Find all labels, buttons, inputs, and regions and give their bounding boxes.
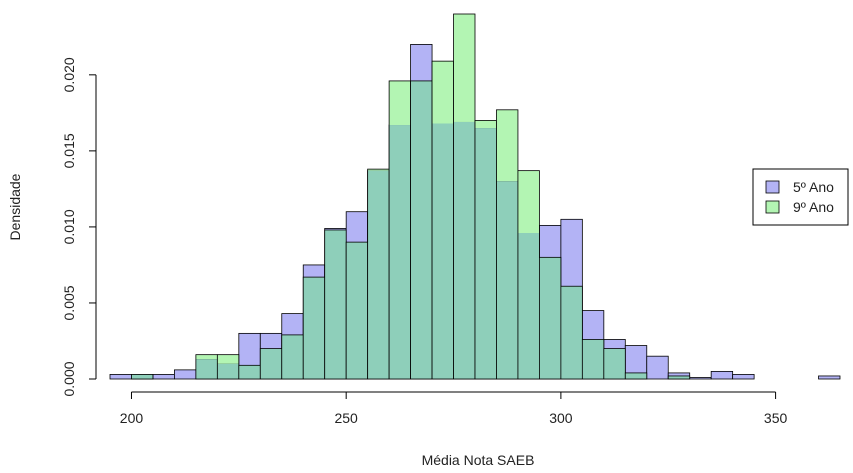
bar-5-ano	[710, 370, 734, 380]
bar-overlap	[668, 375, 690, 379]
bar-overlap	[389, 125, 411, 379]
legend-swatch-9-ano	[765, 200, 780, 214]
bar-9-ano	[389, 80, 411, 126]
x-axis-label: Média Nota SAEB	[422, 452, 535, 468]
bar-5-ano	[109, 374, 132, 380]
legend: 5º Ano 9º Ano	[752, 168, 849, 226]
legend-box	[752, 168, 849, 226]
y-tick-label: 0.010	[61, 209, 77, 244]
bar-overlap	[131, 374, 153, 379]
bar-9-ano	[496, 109, 518, 182]
y-axis: 0.000 0.005 0.010 0.015 0.020	[61, 57, 97, 397]
x-axis: 200 250 300 350	[120, 391, 788, 426]
x-tick-label: 350	[764, 410, 788, 426]
bar-overlap	[260, 348, 282, 379]
bar-overlap	[217, 363, 239, 379]
bar-5-ano	[818, 375, 841, 380]
x-tick-label: 300	[549, 410, 573, 426]
y-tick-label: 0.005	[61, 285, 77, 320]
bar-9-ano	[453, 14, 475, 122]
legend-label-5-ano: 5º Ano	[793, 179, 834, 195]
bar-overlap	[625, 372, 647, 379]
bar-5-ano	[689, 377, 712, 380]
bar-overlap	[496, 181, 518, 379]
bar-overlap	[517, 233, 540, 379]
bar-9-ano	[432, 61, 454, 124]
bar-9-ano-outline	[624, 372, 648, 380]
bar-overlap	[560, 286, 583, 379]
y-axis-label: Densidade	[7, 173, 23, 240]
y-tick-label: 0.015	[61, 133, 77, 168]
bars-9-ano	[131, 13, 691, 380]
bar-9-ano	[367, 169, 390, 171]
bar-9-ano	[517, 170, 540, 233]
bar-5-ano	[732, 374, 755, 380]
y-tick-label: 0.000	[61, 361, 77, 396]
y-tick-label: 0.020	[61, 57, 77, 92]
bar-overlap	[367, 170, 390, 379]
bar-overlap	[475, 128, 497, 379]
bar-9-ano-outline	[603, 348, 626, 380]
x-tick-label: 250	[334, 410, 358, 426]
bar-overlap	[603, 348, 626, 379]
bar-overlap	[324, 229, 347, 379]
legend-label-9-ano: 9º Ano	[793, 199, 834, 215]
bar-overlap	[238, 365, 261, 379]
bar-9-ano	[475, 120, 497, 129]
bar-9-ano-outline	[131, 374, 154, 380]
bar-overlap	[195, 359, 218, 379]
bar-overlap	[432, 123, 454, 379]
bar-overlap	[539, 257, 561, 379]
bar-overlap	[410, 80, 433, 380]
bar-9-ano-outline	[667, 375, 691, 380]
bar-9-ano-outline	[560, 285, 583, 380]
bar-5-ano	[174, 369, 197, 380]
bar-9-ano	[195, 354, 218, 360]
bar-overlap	[453, 121, 475, 380]
bar-9-ano	[217, 354, 239, 364]
bar-overlap	[281, 334, 304, 379]
bar-overlap	[582, 339, 604, 379]
bar-overlap	[346, 242, 368, 379]
legend-swatch-5-ano	[765, 180, 780, 194]
bar-5-ano	[646, 355, 669, 380]
bar-overlap	[303, 277, 325, 379]
bar-5-ano	[152, 374, 175, 380]
x-tick-label: 200	[120, 410, 144, 426]
